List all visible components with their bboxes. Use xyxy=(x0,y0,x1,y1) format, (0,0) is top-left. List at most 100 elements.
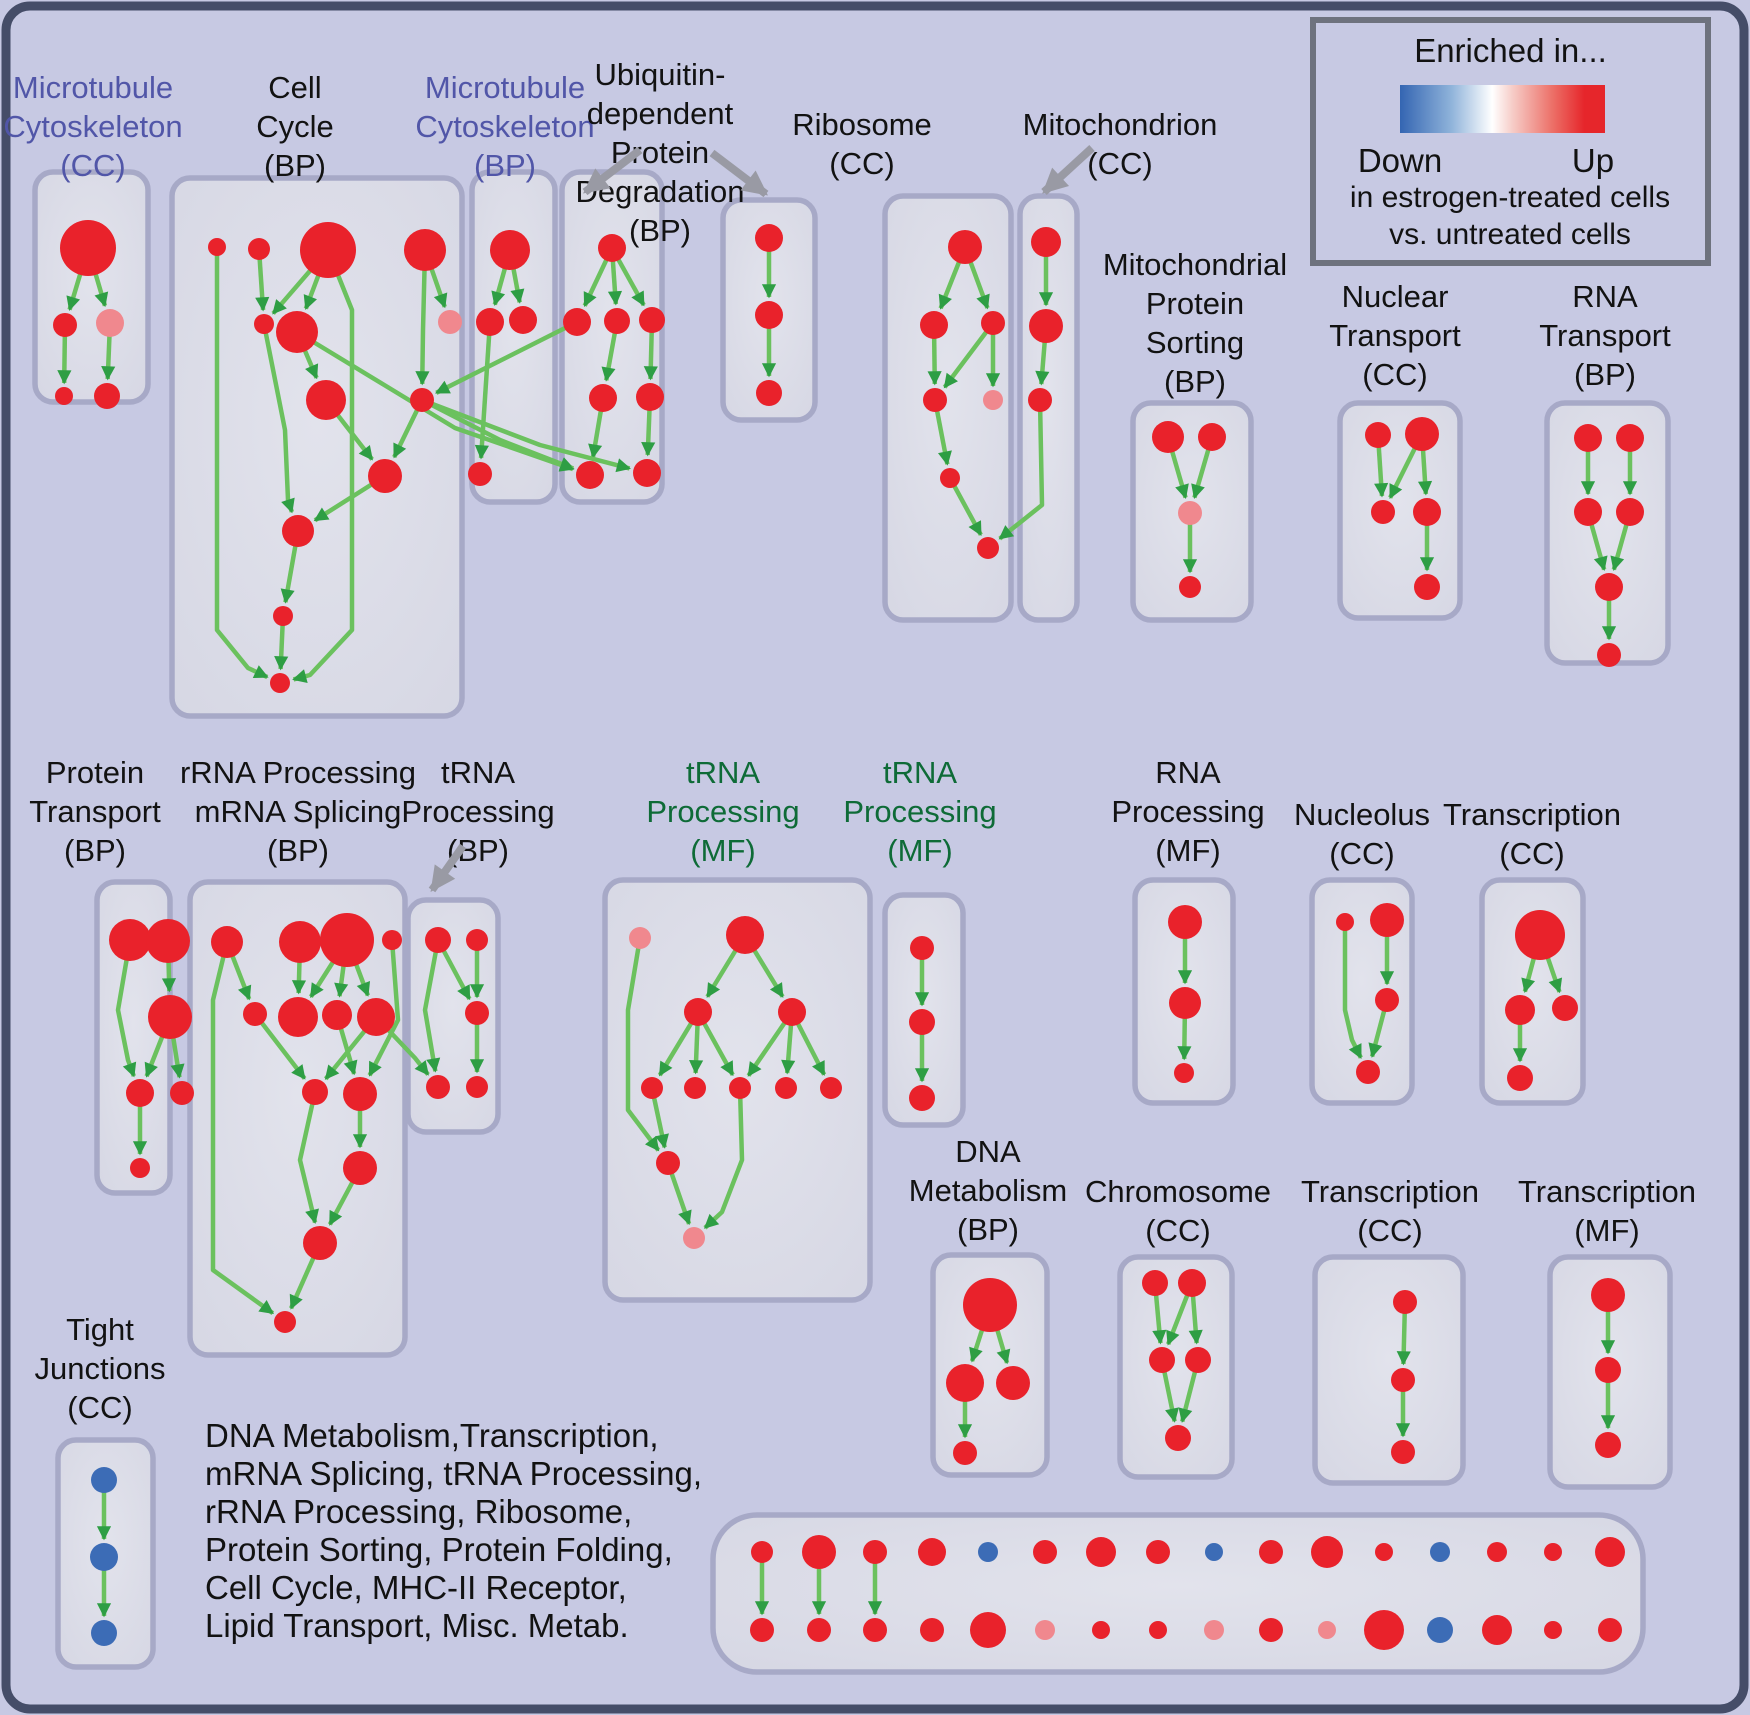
node-red xyxy=(1371,500,1395,524)
node-red xyxy=(1595,1432,1621,1458)
strip-node-bottom xyxy=(920,1618,944,1642)
strip-node-top xyxy=(1146,1540,1170,1564)
annotation-arrow xyxy=(1041,145,1095,195)
layer-labels: Microtubule Cytoskeleton (CC) Cell Cycle (BP)… xyxy=(3,57,1696,1644)
node-red xyxy=(996,1366,1030,1400)
cluster-box-nuclear-transport xyxy=(1337,400,1463,621)
node-red xyxy=(94,383,120,409)
node-red xyxy=(126,1079,154,1107)
edge xyxy=(115,939,137,1078)
node-red xyxy=(343,1151,377,1185)
node-red xyxy=(270,673,290,693)
node-red xyxy=(509,306,537,334)
strip-node-bottom xyxy=(1092,1621,1110,1639)
node-red xyxy=(109,919,151,961)
strip-node-bottom xyxy=(1318,1621,1336,1639)
node-red xyxy=(426,1075,450,1099)
node-blue xyxy=(91,1467,117,1493)
edge xyxy=(998,399,1045,541)
edge xyxy=(292,249,355,683)
cluster-label-nuclear-transport: Nuclear Transport (CC) xyxy=(1329,279,1461,392)
node-red xyxy=(1198,423,1226,451)
node-red xyxy=(1552,995,1578,1021)
cluster-label-nucleolus-cc: Nucleolus (CC) xyxy=(1294,797,1430,871)
cluster-label-ribosome-cc: Ribosome (CC) xyxy=(792,107,932,181)
legend-gradient-bar xyxy=(1400,85,1605,133)
node-red xyxy=(1028,388,1052,412)
node-red xyxy=(146,919,190,963)
annotation-arrow xyxy=(428,843,467,893)
node-red xyxy=(636,383,664,411)
node-red xyxy=(778,998,806,1026)
node-red xyxy=(410,388,434,412)
node-red xyxy=(1356,1060,1380,1084)
cluster-label-microtubule-cc: Microtubule Cytoskeleton (CC) xyxy=(3,70,182,183)
edge xyxy=(261,323,295,514)
strip-node-top xyxy=(1033,1540,1057,1564)
strip-node-top xyxy=(751,1541,773,1563)
node-red xyxy=(1574,424,1602,452)
strip-node-top xyxy=(1086,1537,1116,1567)
node-red xyxy=(148,995,192,1039)
node-red xyxy=(490,230,530,270)
node-red xyxy=(726,916,764,954)
node-red xyxy=(775,1077,797,1099)
node-red xyxy=(639,307,665,333)
cluster-label-transcription-cc-mid: Transcription (CC) xyxy=(1443,797,1621,871)
node-red xyxy=(598,234,626,262)
annotation-arrow xyxy=(582,146,643,196)
node-red xyxy=(55,387,73,405)
cluster-box-dna-metabolism-bp xyxy=(930,1252,1050,1478)
legend-subtitle: in estrogen-treated cells vs. untreated c… xyxy=(1350,181,1670,251)
strip-node-bottom xyxy=(750,1618,774,1642)
strip-node-top xyxy=(1487,1542,1507,1562)
legend-down-label: Down xyxy=(1358,142,1442,179)
strip-node-top xyxy=(1595,1537,1625,1567)
node-red xyxy=(1031,227,1061,257)
node-red xyxy=(1149,1347,1175,1373)
node-red xyxy=(563,308,591,336)
layer-nodes xyxy=(53,220,1644,1650)
node-red xyxy=(1391,1440,1415,1464)
edge xyxy=(367,939,401,1077)
node-red xyxy=(1142,1270,1168,1296)
node-pink xyxy=(96,309,124,337)
edge xyxy=(703,1087,745,1230)
strip-node-top xyxy=(802,1535,836,1569)
strip-node-bottom xyxy=(1149,1621,1167,1639)
node-red xyxy=(254,314,274,334)
cluster-label-tight-junctions-cc: Tight Junctions (CC) xyxy=(35,1312,166,1425)
node-red xyxy=(820,1077,842,1099)
node-red xyxy=(1370,903,1404,937)
node-red xyxy=(466,1076,488,1098)
node-red xyxy=(589,384,617,412)
node-red xyxy=(273,606,293,626)
node-red xyxy=(476,308,504,336)
node-red xyxy=(684,998,712,1026)
node-red xyxy=(1365,422,1391,448)
node-red xyxy=(756,380,782,406)
node-red xyxy=(1169,987,1201,1019)
node-red xyxy=(1174,1063,1194,1083)
node-red xyxy=(576,461,604,489)
node-red xyxy=(604,308,630,334)
cluster-label-rna-transport: RNA Transport (BP) xyxy=(1539,279,1671,392)
node-red xyxy=(170,1081,194,1105)
strip-node-bottom xyxy=(970,1612,1006,1648)
cluster-label-transcription-cc-bottom: Transcription (CC) xyxy=(1301,1174,1479,1248)
node-red xyxy=(306,380,346,420)
cluster-label-rna-processing-mf: RNA Processing (MF) xyxy=(1111,755,1264,868)
node-red xyxy=(303,1226,337,1260)
node-red xyxy=(1616,498,1644,526)
node-red xyxy=(1391,1368,1415,1392)
strip-node-top xyxy=(1259,1540,1283,1564)
cluster-label-cell-cycle: Cell Cycle (BP) xyxy=(256,70,334,183)
strip-node-bottom xyxy=(1598,1618,1622,1642)
node-red xyxy=(282,515,314,547)
node-red xyxy=(940,468,960,488)
edge xyxy=(421,397,631,473)
cluster-label-protein-transport: Protein Transport (BP) xyxy=(29,755,161,868)
strip-node-top xyxy=(978,1542,998,1562)
